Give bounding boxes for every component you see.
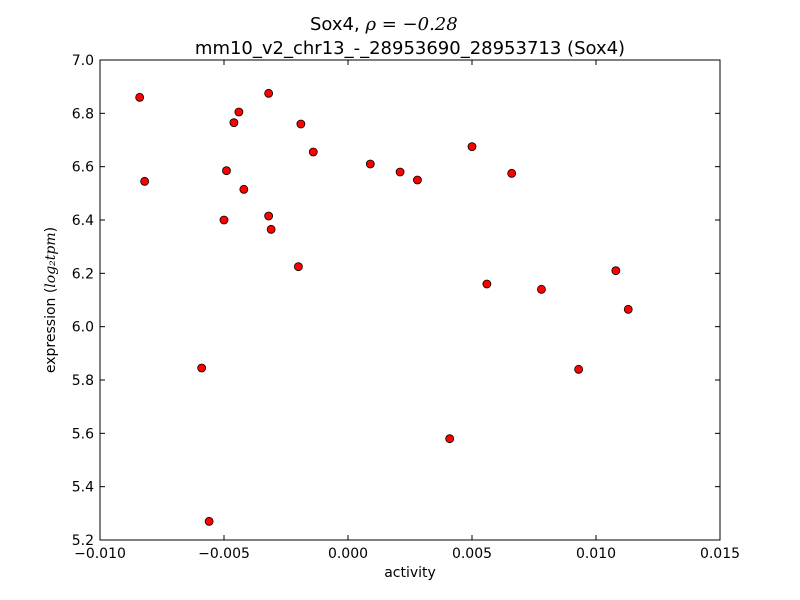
data-point [467, 142, 477, 152]
y-tick-label: 6.2 [72, 266, 94, 282]
plot-area [99, 59, 721, 541]
x-tick-label: 0.010 [576, 546, 616, 562]
x-tick-label: 0.005 [452, 546, 492, 562]
data-point [537, 284, 546, 294]
chart-title-gene: Sox4, [310, 14, 365, 35]
x-tick-label: −0.010 [74, 546, 126, 562]
data-point [507, 168, 517, 178]
data-point [296, 119, 306, 129]
data-point [445, 434, 455, 444]
data-point [293, 262, 303, 272]
data-point [308, 147, 318, 157]
chart-subtitle: mm10_v2_chr13_-_28953690_28953713 (Sox4) [195, 38, 625, 59]
y-tick-label: 5.2 [72, 533, 94, 549]
y-tick-label: 7.0 [72, 53, 94, 69]
y-tick-label: 5.4 [72, 480, 94, 496]
data-point [574, 364, 584, 374]
data-point [365, 159, 375, 169]
data-point [264, 88, 274, 98]
y-tick-label: 6.4 [72, 213, 94, 229]
y-tick-label: 6.6 [72, 160, 94, 176]
data-point [234, 107, 244, 117]
data-points [135, 88, 633, 526]
x-axis: −0.010 −0.005 0.000 0.005 0.010 0.015 [74, 60, 740, 562]
y-axis-label: expression (log₂tpm) [43, 227, 59, 373]
data-point [482, 279, 492, 289]
data-point [140, 176, 150, 186]
data-point [239, 184, 249, 194]
x-tick-label: 0.000 [328, 546, 368, 562]
y-tick-label: 5.6 [72, 426, 94, 442]
chart-title: Sox4, ρ = −0.28 [310, 14, 458, 35]
y-tick-label: 5.8 [72, 373, 94, 389]
data-point [413, 175, 422, 185]
x-axis-label: activity [384, 565, 436, 581]
data-point [229, 118, 239, 128]
data-point [135, 92, 145, 102]
data-point [611, 266, 621, 276]
x-tick-label: −0.005 [198, 546, 250, 562]
data-point [222, 166, 231, 176]
data-point [204, 516, 214, 526]
y-axis: 5.2 5.4 5.6 5.8 6.0 6.2 6.4 6.6 6.8 7.0 [72, 53, 720, 549]
y-axis-label-prefix: expression ( [43, 288, 59, 373]
data-point [197, 363, 207, 373]
y-axis-label-math: log₂tpm [43, 232, 59, 287]
data-point [623, 304, 633, 314]
data-point [219, 215, 229, 225]
y-axis-label-suffix: ) [43, 227, 59, 232]
data-point [264, 211, 274, 221]
x-tick-label: 0.015 [700, 546, 740, 562]
chart-title-rho: ρ = −0.28 [364, 14, 457, 35]
data-point [395, 167, 405, 177]
y-tick-label: 6.0 [72, 320, 94, 336]
data-point [266, 224, 276, 234]
y-tick-label: 6.8 [72, 106, 94, 122]
